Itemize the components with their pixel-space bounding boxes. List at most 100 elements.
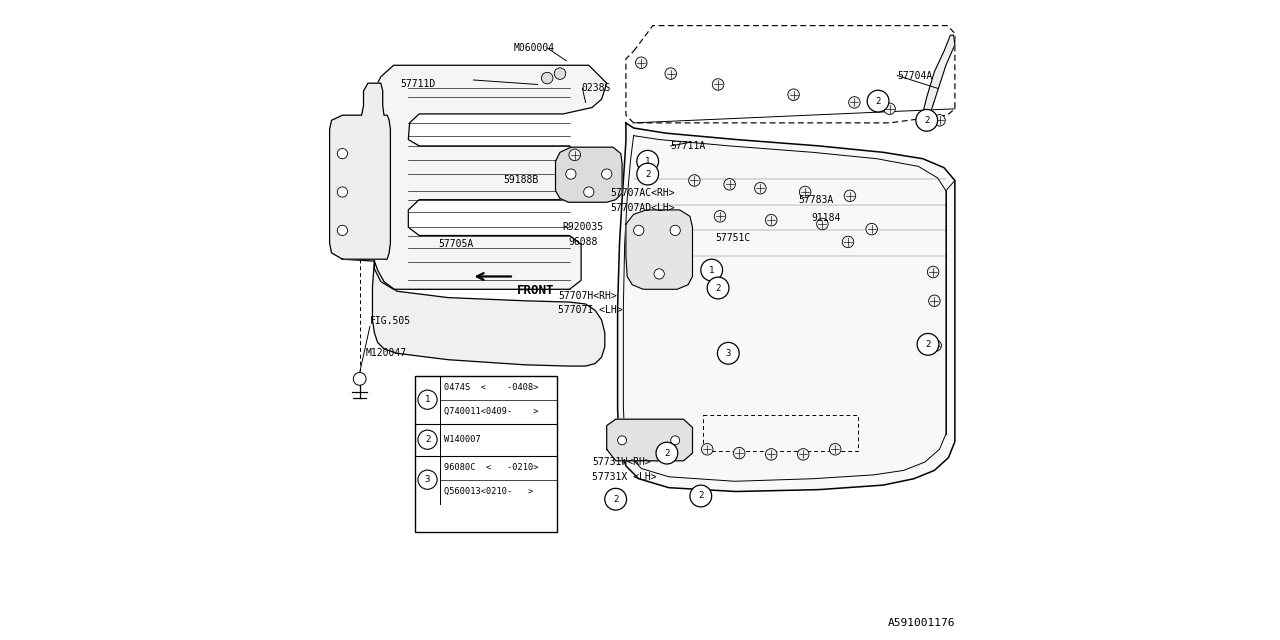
Circle shape: [417, 430, 438, 449]
Text: 3: 3: [425, 475, 430, 484]
Text: 57711D: 57711D: [399, 79, 435, 90]
Circle shape: [541, 72, 553, 84]
Polygon shape: [343, 65, 607, 289]
Circle shape: [842, 236, 854, 248]
Polygon shape: [556, 147, 622, 202]
Circle shape: [671, 436, 680, 445]
Text: M120047: M120047: [366, 348, 407, 358]
Text: 2: 2: [698, 492, 704, 500]
Text: 57711A: 57711A: [671, 141, 707, 151]
Text: 2: 2: [925, 340, 931, 349]
Text: 2: 2: [664, 449, 669, 458]
Circle shape: [934, 115, 945, 126]
Circle shape: [797, 449, 809, 460]
Circle shape: [788, 89, 800, 100]
Circle shape: [666, 68, 677, 79]
Circle shape: [929, 340, 942, 351]
Circle shape: [712, 281, 724, 292]
Circle shape: [755, 182, 765, 194]
Circle shape: [635, 57, 646, 68]
Text: 2: 2: [613, 495, 618, 504]
Circle shape: [657, 442, 678, 464]
Text: 57707AD<LH>: 57707AD<LH>: [611, 203, 675, 213]
Circle shape: [712, 79, 724, 90]
Text: 2: 2: [716, 284, 721, 292]
Text: 57704A: 57704A: [897, 70, 933, 81]
Text: 1: 1: [709, 266, 714, 275]
Polygon shape: [618, 123, 955, 492]
Circle shape: [868, 90, 890, 112]
Circle shape: [641, 154, 652, 166]
Circle shape: [701, 444, 713, 455]
Text: 0474S  <    -0408>: 0474S < -0408>: [444, 383, 539, 392]
Text: 57783A: 57783A: [799, 195, 835, 205]
Circle shape: [654, 269, 664, 279]
Text: 96080C  <   -0210>: 96080C < -0210>: [444, 463, 539, 472]
Circle shape: [417, 390, 438, 410]
Circle shape: [916, 109, 937, 131]
Circle shape: [338, 225, 348, 236]
Text: FRONT: FRONT: [517, 284, 554, 298]
Circle shape: [671, 225, 681, 236]
Circle shape: [829, 444, 841, 455]
Circle shape: [714, 211, 726, 222]
Polygon shape: [920, 35, 955, 123]
Text: 57731X <LH>: 57731X <LH>: [591, 472, 657, 482]
Circle shape: [584, 187, 594, 197]
Circle shape: [570, 149, 581, 161]
Text: 0238S: 0238S: [581, 83, 611, 93]
Text: 59188B: 59188B: [503, 175, 539, 186]
Text: Q740011<0409-    >: Q740011<0409- >: [444, 407, 539, 416]
Text: W140007: W140007: [444, 435, 481, 444]
Text: Q560013<0210-   >: Q560013<0210- >: [444, 487, 534, 496]
Text: 2: 2: [425, 435, 430, 444]
Text: 57705A: 57705A: [438, 239, 474, 250]
Polygon shape: [607, 419, 692, 461]
Text: 1: 1: [425, 395, 430, 404]
Circle shape: [605, 488, 627, 510]
Text: 91184: 91184: [812, 212, 841, 223]
Circle shape: [637, 163, 659, 185]
Circle shape: [927, 266, 940, 278]
Circle shape: [353, 372, 366, 385]
Text: 96088: 96088: [568, 237, 598, 247]
Circle shape: [799, 186, 812, 198]
Text: 1: 1: [645, 157, 650, 166]
Circle shape: [916, 333, 940, 355]
Circle shape: [765, 214, 777, 226]
Circle shape: [554, 68, 566, 79]
Text: FIG.505: FIG.505: [370, 316, 411, 326]
Circle shape: [617, 436, 627, 445]
Circle shape: [566, 169, 576, 179]
Circle shape: [602, 169, 612, 179]
Circle shape: [417, 470, 438, 489]
Circle shape: [733, 447, 745, 459]
Text: 57707AC<RH>: 57707AC<RH>: [611, 188, 675, 198]
Circle shape: [765, 449, 777, 460]
Circle shape: [724, 179, 736, 190]
Text: A591001176: A591001176: [888, 618, 955, 628]
Circle shape: [690, 485, 712, 507]
Circle shape: [338, 148, 348, 159]
Text: 57751C: 57751C: [716, 233, 751, 243]
Polygon shape: [372, 261, 604, 366]
Circle shape: [845, 190, 855, 202]
Text: M060004: M060004: [513, 43, 554, 53]
Circle shape: [643, 167, 654, 179]
Circle shape: [817, 218, 828, 230]
Circle shape: [849, 97, 860, 108]
Circle shape: [717, 342, 740, 364]
Circle shape: [707, 277, 730, 299]
Text: 2: 2: [645, 170, 650, 179]
Circle shape: [689, 175, 700, 186]
Text: 57707I <LH>: 57707I <LH>: [558, 305, 622, 316]
Circle shape: [338, 187, 348, 197]
Text: 2: 2: [924, 116, 929, 125]
Text: 3: 3: [726, 349, 731, 358]
Circle shape: [634, 225, 644, 236]
Circle shape: [707, 264, 718, 276]
Polygon shape: [330, 83, 390, 259]
Circle shape: [865, 223, 878, 235]
Circle shape: [637, 150, 659, 172]
Text: 57707H<RH>: 57707H<RH>: [558, 291, 617, 301]
